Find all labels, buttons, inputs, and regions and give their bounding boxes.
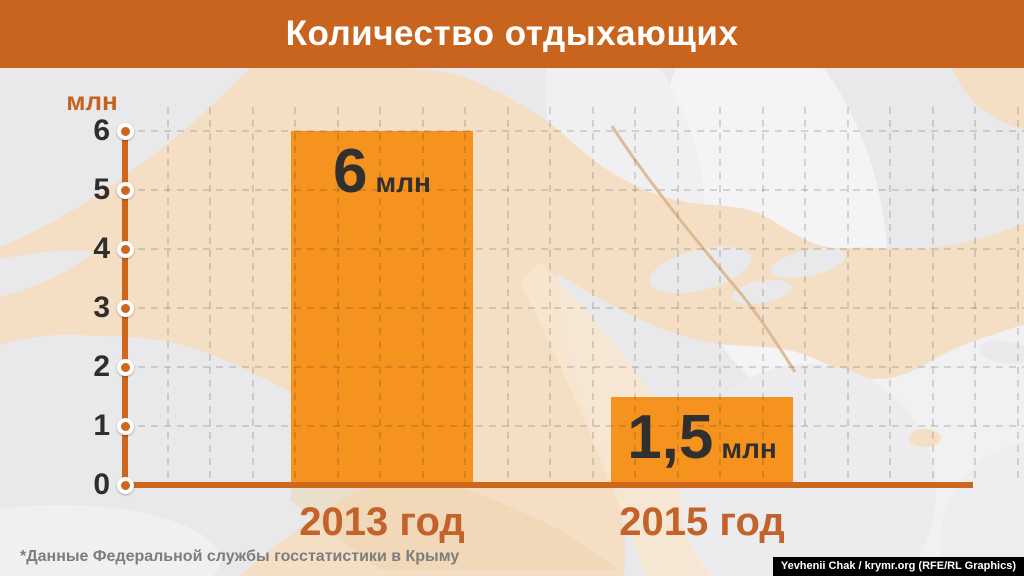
- v-gridline: [294, 107, 296, 482]
- bar-value-label: 6 млн: [291, 141, 473, 203]
- y-tick-marker: [116, 240, 134, 258]
- y-axis-unit-label: млн: [66, 86, 118, 116]
- y-tick-label: 5: [93, 173, 110, 206]
- y-tick-label: 6: [93, 114, 110, 147]
- y-tick-marker: [116, 417, 134, 435]
- v-gridline: [676, 107, 679, 482]
- v-gridline: [804, 107, 806, 482]
- bar-2015: [611, 396, 793, 485]
- y-gridline: [138, 307, 1024, 309]
- bar-value-unit: млн: [721, 432, 777, 464]
- y-tick-marker: [116, 299, 134, 317]
- y-tick-label: 3: [93, 291, 110, 324]
- bar-value-number: 1,5: [627, 402, 714, 472]
- y-tick-label: 1: [93, 409, 110, 442]
- v-gridline: [421, 107, 424, 482]
- y-tick-dot: [120, 185, 130, 195]
- y-gridline: [138, 130, 1024, 132]
- y-tick-dot: [120, 126, 130, 136]
- v-gridline: [889, 107, 891, 482]
- bar-value-label: 1,5 млн: [611, 402, 793, 472]
- v-gridline: [634, 107, 636, 482]
- chart-title: Количество отдыхающих: [285, 14, 739, 53]
- y-tick-dot: [120, 303, 130, 313]
- header-bar: Количество отдыхающих: [0, 0, 1024, 68]
- y-gridline: [138, 366, 1024, 368]
- bar-value-unit: млн: [375, 167, 431, 198]
- y-gridline: [138, 425, 1024, 427]
- y-tick-dot: [120, 421, 130, 431]
- y-tick-marker: [116, 181, 134, 199]
- v-gridline: [464, 107, 466, 482]
- v-gridline: [1016, 107, 1019, 482]
- v-gridline: [846, 107, 849, 482]
- y-tick-dot: [120, 362, 130, 372]
- y-tick-dot: [120, 244, 130, 254]
- v-gridline: [591, 107, 594, 482]
- y-tick-label: 2: [93, 350, 110, 383]
- y-tick-label: 0: [93, 468, 110, 501]
- y-gridline: [138, 189, 1024, 191]
- v-gridline: [974, 107, 976, 482]
- x-category-label: 2015 год: [619, 500, 785, 544]
- y-tick-marker: [116, 476, 134, 494]
- source-note: *Данные Федеральной службы госстатистики…: [20, 548, 460, 565]
- y-tick-marker: [116, 122, 134, 140]
- x-category-label: 2013 год: [299, 500, 465, 544]
- bar-value-number: 6: [333, 137, 368, 206]
- y-tick-dot: [120, 480, 130, 490]
- v-gridline: [719, 107, 721, 482]
- v-gridline: [209, 107, 211, 482]
- v-gridline: [166, 107, 169, 482]
- y-tick-marker: [116, 358, 134, 376]
- v-gridline: [931, 107, 934, 482]
- v-gridline: [506, 107, 509, 482]
- y-tick-label: 4: [93, 232, 110, 265]
- y-gridline: [138, 248, 1024, 250]
- v-gridline: [549, 107, 551, 482]
- credit-badge: Yevhenii Chak / krymr.org (RFE/RL Graphi…: [772, 557, 1024, 576]
- v-gridline: [379, 107, 381, 482]
- bar-2013: [291, 131, 473, 485]
- v-gridline: [336, 107, 339, 482]
- v-gridline: [761, 107, 764, 482]
- x-axis-line: [122, 482, 973, 488]
- v-gridline: [251, 107, 254, 482]
